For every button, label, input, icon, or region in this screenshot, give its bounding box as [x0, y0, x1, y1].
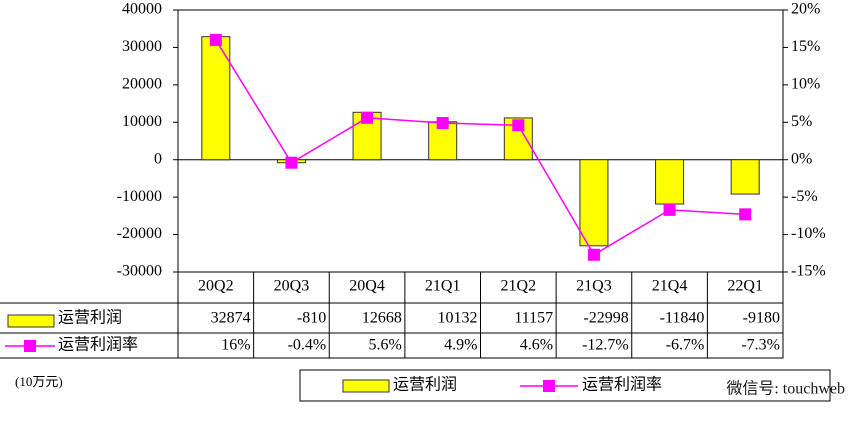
table-cell: 5.6%: [369, 337, 402, 354]
watermark: 微信号: touchweb: [726, 380, 845, 398]
y-tick-label: -30000: [117, 263, 162, 280]
bar: [503, 117, 533, 161]
table-cell: 4.6%: [520, 337, 553, 354]
y2-tick-label: 10%: [791, 76, 820, 93]
table-cell: 4.9%: [444, 337, 477, 354]
marker: [361, 111, 374, 124]
x-tick-label: 20Q3: [274, 278, 310, 295]
legend-label: 运营利润率: [582, 376, 662, 394]
y-tick-label: 20000: [122, 76, 162, 93]
unit-note: (10万元): [15, 374, 63, 389]
marker: [209, 33, 222, 46]
table-row-label: 运营利润: [58, 309, 122, 327]
y2-tick-label: 15%: [791, 38, 820, 55]
table-cell: -9180: [743, 310, 780, 327]
x-tick-label: 21Q3: [576, 278, 612, 295]
marker: [285, 156, 298, 169]
legend-label: 运营利润: [393, 376, 457, 394]
table-cell: -7.3%: [741, 337, 780, 354]
bar: [655, 159, 685, 205]
table-swatch: [24, 340, 36, 352]
table-cell: -12.7%: [582, 337, 629, 354]
bar: [579, 159, 609, 247]
table-cell: 32874: [211, 310, 251, 327]
x-tick-label: 20Q2: [198, 278, 234, 295]
table-cell: -0.4%: [288, 337, 327, 354]
x-tick-label: 20Q4: [349, 278, 385, 295]
y-tick-label: 0: [154, 150, 162, 167]
y2-tick-label: 0%: [791, 150, 812, 167]
x-tick-label: 21Q4: [652, 278, 688, 295]
marker: [512, 119, 525, 132]
y-tick-label: -10000: [117, 188, 162, 205]
legend-swatch: [342, 379, 390, 393]
y-tick-label: 10000: [122, 113, 162, 130]
marker: [663, 203, 676, 216]
x-tick-label: 21Q1: [425, 278, 461, 295]
table-cell: 12668: [362, 310, 402, 327]
table-cell: -6.7%: [666, 337, 705, 354]
table-swatch: [7, 314, 55, 328]
x-tick-label: 21Q2: [501, 278, 537, 295]
y2-tick-label: -10%: [791, 225, 826, 242]
table-cell: -810: [297, 310, 326, 327]
y-tick-label: 40000: [122, 1, 162, 18]
table-cell: 16%: [221, 337, 250, 354]
table-cell: 11157: [514, 310, 553, 327]
table-cell: 10132: [438, 310, 478, 327]
y2-tick-label: -5%: [791, 188, 818, 205]
y2-tick-label: 5%: [791, 113, 812, 130]
y-tick-label: 30000: [122, 38, 162, 55]
line: [215, 39, 746, 256]
marker: [739, 208, 752, 221]
y2-tick-label: -15%: [791, 263, 826, 280]
table-row-label: 运营利润率: [58, 336, 138, 354]
marker: [587, 248, 600, 261]
marker: [436, 117, 449, 130]
table-cell: -22998: [583, 310, 628, 327]
y-tick-label: -20000: [117, 225, 162, 242]
y2-tick-label: 20%: [791, 1, 820, 18]
table-cell: -11840: [660, 310, 705, 327]
bar: [730, 159, 760, 195]
x-tick-label: 22Q1: [727, 278, 763, 295]
legend-swatch: [543, 380, 555, 392]
